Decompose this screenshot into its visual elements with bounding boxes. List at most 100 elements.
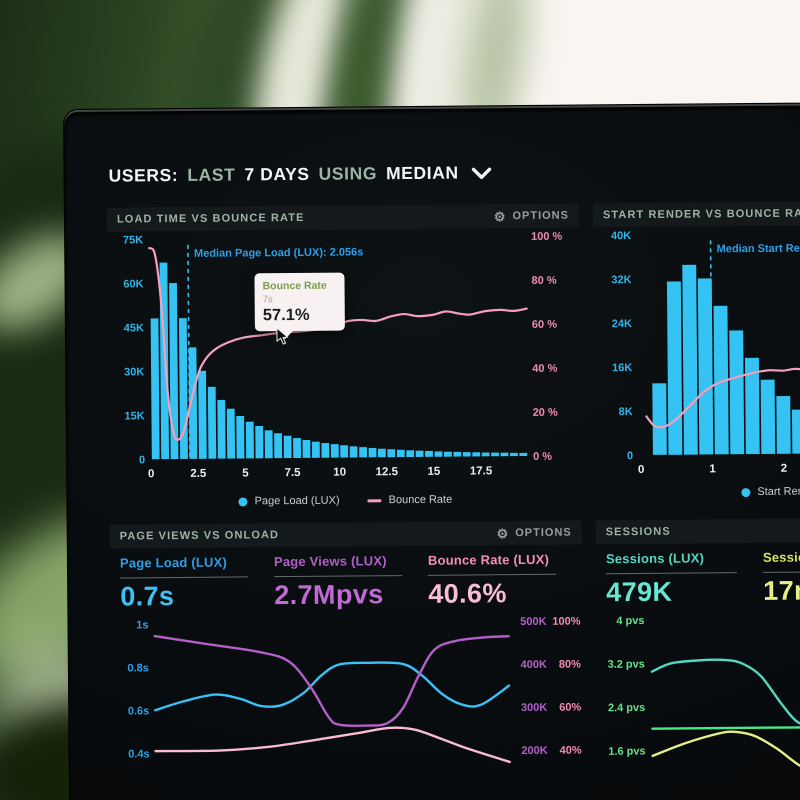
histogram-bar[interactable] — [311, 441, 320, 458]
histogram-bar[interactable] — [264, 430, 273, 459]
metric-underline — [606, 572, 738, 575]
options-label: OPTIONS — [515, 526, 572, 540]
axis-tick: 1 — [709, 463, 716, 475]
legend-item[interactable]: Start Rende — [741, 485, 800, 498]
histogram-bar[interactable] — [188, 347, 198, 459]
histogram-bar[interactable] — [697, 278, 714, 455]
axis-tick: 0 — [638, 464, 645, 476]
axis-tick: 2.4 pvs — [608, 702, 645, 714]
histogram-bar[interactable] — [150, 318, 160, 460]
panel-header: SESSIONS — [595, 516, 800, 545]
axis-tick: 75K — [123, 234, 143, 246]
histogram-bar[interactable] — [434, 451, 443, 457]
histogram-bar[interactable] — [293, 438, 302, 459]
timeframe-selector[interactable]: USERS: LAST 7 DAYS USING MEDIAN — [108, 162, 492, 186]
gear-icon: ⚙ — [496, 525, 510, 541]
mouse-cursor-icon — [276, 328, 292, 346]
histogram-bar[interactable] — [776, 395, 791, 454]
histogram-bar[interactable] — [396, 449, 405, 458]
legend-item[interactable]: Page Load (LUX) — [238, 495, 340, 508]
series-line — [154, 726, 511, 764]
histogram-bar[interactable] — [472, 452, 481, 457]
histogram-bar[interactable] — [302, 439, 311, 458]
panel-load-time: LOAD TIME VS BOUNCE RATE ⚙ OPTIONS 75K 60… — [106, 203, 582, 520]
histogram-bar[interactable] — [226, 408, 236, 459]
histogram-bar[interactable] — [377, 448, 386, 458]
histogram-bar[interactable] — [443, 451, 452, 457]
histogram-bar[interactable] — [510, 452, 518, 457]
axis-tick: 500K — [520, 616, 546, 628]
legend-dot-icon — [741, 487, 751, 497]
histogram-bar[interactable] — [255, 425, 264, 459]
panel-start-render: START RENDER VS BOUNCE RATE 40K 32K 24K 16K… — [592, 199, 800, 516]
axis-tick: 200K — [521, 745, 547, 757]
histogram-bar[interactable] — [245, 421, 254, 459]
histogram-bar[interactable] — [453, 451, 462, 457]
histogram-bar[interactable] — [500, 452, 509, 457]
median-marker-line — [187, 244, 191, 459]
histogram-bar[interactable] — [666, 281, 683, 455]
metric-label: Sessions (LUX) — [605, 550, 705, 567]
c2-svg: 40K 32K 24K 16K 8K 00 1 2 Median Start Rende — [611, 230, 800, 476]
metric-block: Session 17m — [763, 549, 800, 609]
axis-tick: 40K — [611, 230, 631, 242]
histogram-bar[interactable] — [406, 450, 415, 458]
histogram-bar[interactable] — [729, 330, 745, 455]
options-button[interactable]: ⚙ OPTIONS — [496, 525, 572, 541]
options-label: OPTIONS — [512, 209, 569, 223]
histogram-bar[interactable] — [462, 452, 471, 457]
histogram-bar[interactable] — [791, 409, 800, 454]
histogram-bar[interactable] — [713, 305, 729, 455]
series-line — [650, 658, 800, 731]
axis-tick: 1.6 pvs — [608, 746, 645, 758]
sessions-chart[interactable]: 4 pvs 3.2 pvs 2.4 pvs 1.6 pvs — [596, 607, 800, 800]
bounce-rate-line — [645, 367, 800, 429]
histogram-bar[interactable] — [491, 452, 499, 457]
metric-label: Session — [762, 549, 800, 565]
metric-underline — [120, 576, 249, 579]
median-marker-label: Median Start Rende — [717, 242, 800, 255]
histogram-bar[interactable] — [283, 435, 292, 459]
metric-label: Bounce Rate (LUX) — [427, 551, 550, 568]
histogram-bar[interactable] — [415, 450, 424, 457]
legend-item[interactable]: Bounce Rate — [367, 494, 452, 507]
histogram-bar[interactable] — [198, 370, 207, 459]
metric-label: Page Load (LUX) — [119, 554, 228, 571]
histogram-bar[interactable] — [682, 264, 698, 455]
histogram-bar[interactable] — [368, 447, 377, 458]
metrics-row: Sessions (LUX) 479K Session 17m — [596, 541, 800, 611]
histogram-bar[interactable] — [481, 452, 490, 457]
histogram-bar[interactable] — [425, 450, 433, 457]
start-render-chart[interactable]: 40K 32K 24K 16K 8K 0 0 1 2 Median Start Rende — [593, 224, 800, 486]
axis-tick: 16K — [612, 362, 632, 374]
histogram-bar[interactable] — [330, 444, 339, 458]
metric-value: 17m — [763, 575, 800, 606]
panel-sessions: SESSIONS Sessions (LUX) 479K Session 17m 4 … — [595, 516, 800, 800]
chart-tooltip: Bounce Rate 7s 57.1% — [254, 272, 345, 332]
series-line — [651, 726, 800, 730]
histogram-bar[interactable] — [760, 379, 776, 455]
metric-underline — [428, 573, 557, 576]
metric-block: Page Views (LUX) 2.7Mpvs — [274, 553, 429, 613]
histogram-bar[interactable] — [349, 446, 358, 458]
histogram-bar[interactable] — [744, 357, 760, 455]
axis-tick: 60 % — [532, 319, 557, 331]
histogram-bar[interactable] — [217, 399, 226, 459]
histogram-bar[interactable] — [340, 445, 349, 458]
axis-tick: 100% — [552, 616, 580, 628]
histogram-bar[interactable] — [274, 433, 283, 459]
load-time-chart[interactable]: 75K 60K 45K 30K 15K 0 100 % 80 % 60 % 40 % 20 % 0 %… — [107, 228, 581, 490]
histogram-bar[interactable] — [652, 383, 667, 455]
axis-tick: 80 % — [531, 275, 556, 287]
histogram-bar[interactable] — [519, 452, 528, 457]
page-views-chart[interactable]: 1s 0.8s 0.6s 0.4s 500K 400K 300K 200K 100% 80% 60%… — [110, 610, 584, 800]
histogram-bar[interactable] — [207, 386, 217, 459]
histogram-bar[interactable] — [359, 447, 368, 458]
axis-tick: 32K — [611, 274, 631, 286]
histogram-bar[interactable] — [236, 415, 245, 459]
options-button[interactable]: ⚙ OPTIONS — [494, 209, 569, 224]
histogram-bar[interactable] — [321, 442, 330, 458]
histogram-bar[interactable] — [387, 449, 396, 458]
axis-tick: 7.5 — [284, 467, 301, 479]
axis-tick: 2.5 — [190, 468, 207, 480]
